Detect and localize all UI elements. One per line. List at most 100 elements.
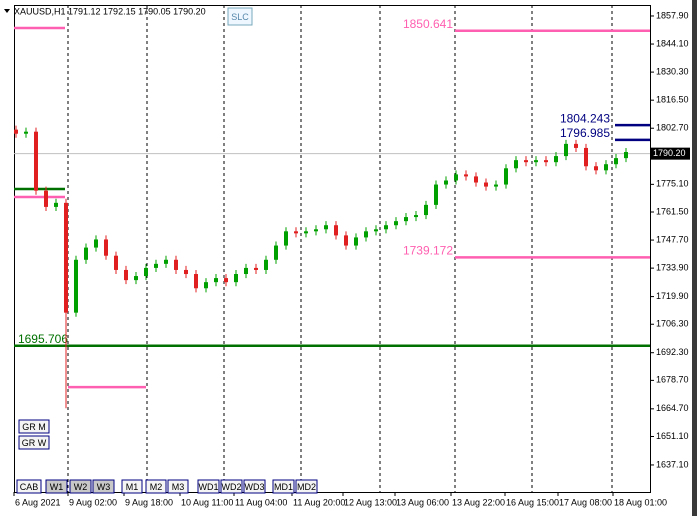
candle-body <box>24 131 28 134</box>
candle-body <box>274 245 278 260</box>
y-tick-label: 1802.70 <box>656 123 689 133</box>
candle-body <box>94 239 98 248</box>
candle-body <box>354 237 358 246</box>
y-tick-label: 1761.50 <box>656 206 689 216</box>
candle-body <box>114 255 118 270</box>
button-frame <box>167 479 189 494</box>
button-frame <box>227 7 253 26</box>
button-frame <box>121 479 143 494</box>
button-frame <box>295 479 318 494</box>
button-label: WD3 <box>245 482 265 492</box>
candle-body <box>594 166 598 171</box>
candle-body <box>324 225 328 230</box>
level-label: 1695.706 <box>18 332 68 346</box>
x-tick-label: 13 Aug 22:00 <box>452 497 505 507</box>
candle-body <box>334 225 338 236</box>
button[interactable]: M1 <box>121 479 143 494</box>
button-label: W1 <box>50 482 64 492</box>
button-frame <box>272 479 295 494</box>
button-label: M2 <box>150 482 163 492</box>
button[interactable]: CAB <box>16 479 42 494</box>
y-tick-label: 1844.10 <box>656 38 689 48</box>
button-frame <box>18 419 50 434</box>
candle-body <box>344 235 348 246</box>
button-frame <box>18 435 50 450</box>
candle-body <box>564 143 568 157</box>
candle-body <box>474 176 478 183</box>
candle-body <box>364 231 368 238</box>
current-price-label: 1790.20 <box>653 148 686 158</box>
level-label: 1850.641 <box>403 17 453 31</box>
button[interactable]: WD2 <box>220 479 243 494</box>
x-tick-label: 11 Aug 04:00 <box>235 497 287 507</box>
button[interactable]: GR W <box>18 435 50 450</box>
button[interactable]: WD3 <box>243 479 266 494</box>
button[interactable]: M2 <box>145 479 167 494</box>
candle-body <box>294 231 298 234</box>
button-frame <box>92 479 115 494</box>
button-frame <box>45 479 68 494</box>
candle-body <box>534 160 538 163</box>
y-tick-label: 1733.90 <box>656 262 689 272</box>
x-tick-label: 11 Aug 20:00 <box>293 497 345 507</box>
y-tick-label: 1816.50 <box>656 95 689 105</box>
button[interactable]: M3 <box>167 479 189 494</box>
y-tick-label: 1664.70 <box>656 403 689 413</box>
chart-title: XAUUSD,H1 1791.12 1792.15 1790.05 1790.2… <box>14 6 206 16</box>
candle-body <box>264 259 268 270</box>
y-tick-label: 1775.10 <box>656 179 689 189</box>
candle-body <box>374 229 378 232</box>
candle-body <box>54 202 58 207</box>
button-label: WD2 <box>222 482 242 492</box>
candle-body <box>394 221 398 226</box>
candle-body <box>164 259 168 264</box>
button-label: M1 <box>126 482 139 492</box>
x-tick-label: 10 Aug 11:00 <box>181 497 233 507</box>
candle-body <box>484 182 488 187</box>
button[interactable]: GR M <box>18 419 50 434</box>
y-tick-label: 1857.90 <box>656 10 689 20</box>
button-frame <box>197 479 220 494</box>
x-tick-label: 17 Aug 08:00 <box>559 497 612 507</box>
current-price-box <box>650 147 690 160</box>
button-frame <box>220 479 243 494</box>
level-label: 1804.243 <box>560 111 610 125</box>
button-label: MD2 <box>297 482 316 492</box>
button[interactable]: SLC <box>227 7 253 26</box>
button-label: WD1 <box>199 482 219 492</box>
button[interactable]: MD1 <box>272 479 295 494</box>
x-tick-label: 12 Aug 13:00 <box>344 497 397 507</box>
candle-body <box>104 239 108 256</box>
candle-body <box>74 259 78 313</box>
x-tick-label: 16 Aug 15:00 <box>506 497 559 507</box>
candle-body <box>434 184 438 205</box>
candle-body <box>154 263 158 268</box>
candle-body <box>234 274 238 283</box>
button-frame <box>243 479 266 494</box>
candle-body <box>554 156 558 163</box>
x-tick-label: 9 Aug 02:00 <box>69 497 117 507</box>
candle-body <box>144 267 148 277</box>
candle-body <box>424 204 428 216</box>
button[interactable]: W3 <box>92 479 115 494</box>
x-tick-label: 6 Aug 2021 <box>15 497 61 507</box>
candle-body <box>14 129 18 134</box>
button-label: GR W <box>22 438 47 448</box>
button[interactable]: W1 <box>45 479 68 494</box>
candle-body <box>504 168 508 185</box>
candle-body <box>214 278 218 283</box>
button-label: MD1 <box>274 482 293 492</box>
candle-body <box>134 276 138 281</box>
button[interactable]: W2 <box>69 479 92 494</box>
button[interactable]: MD2 <box>295 479 318 494</box>
candle-body <box>314 229 318 232</box>
button-label: SLC <box>231 12 249 22</box>
candle-body <box>404 217 408 222</box>
candle-body <box>414 215 418 218</box>
button-frame <box>69 479 92 494</box>
candle-body <box>284 231 288 246</box>
button[interactable]: WD1 <box>197 479 220 494</box>
y-tick-label: 1637.10 <box>656 459 689 469</box>
button-label: CAB <box>20 482 39 492</box>
candle-body <box>254 267 258 270</box>
